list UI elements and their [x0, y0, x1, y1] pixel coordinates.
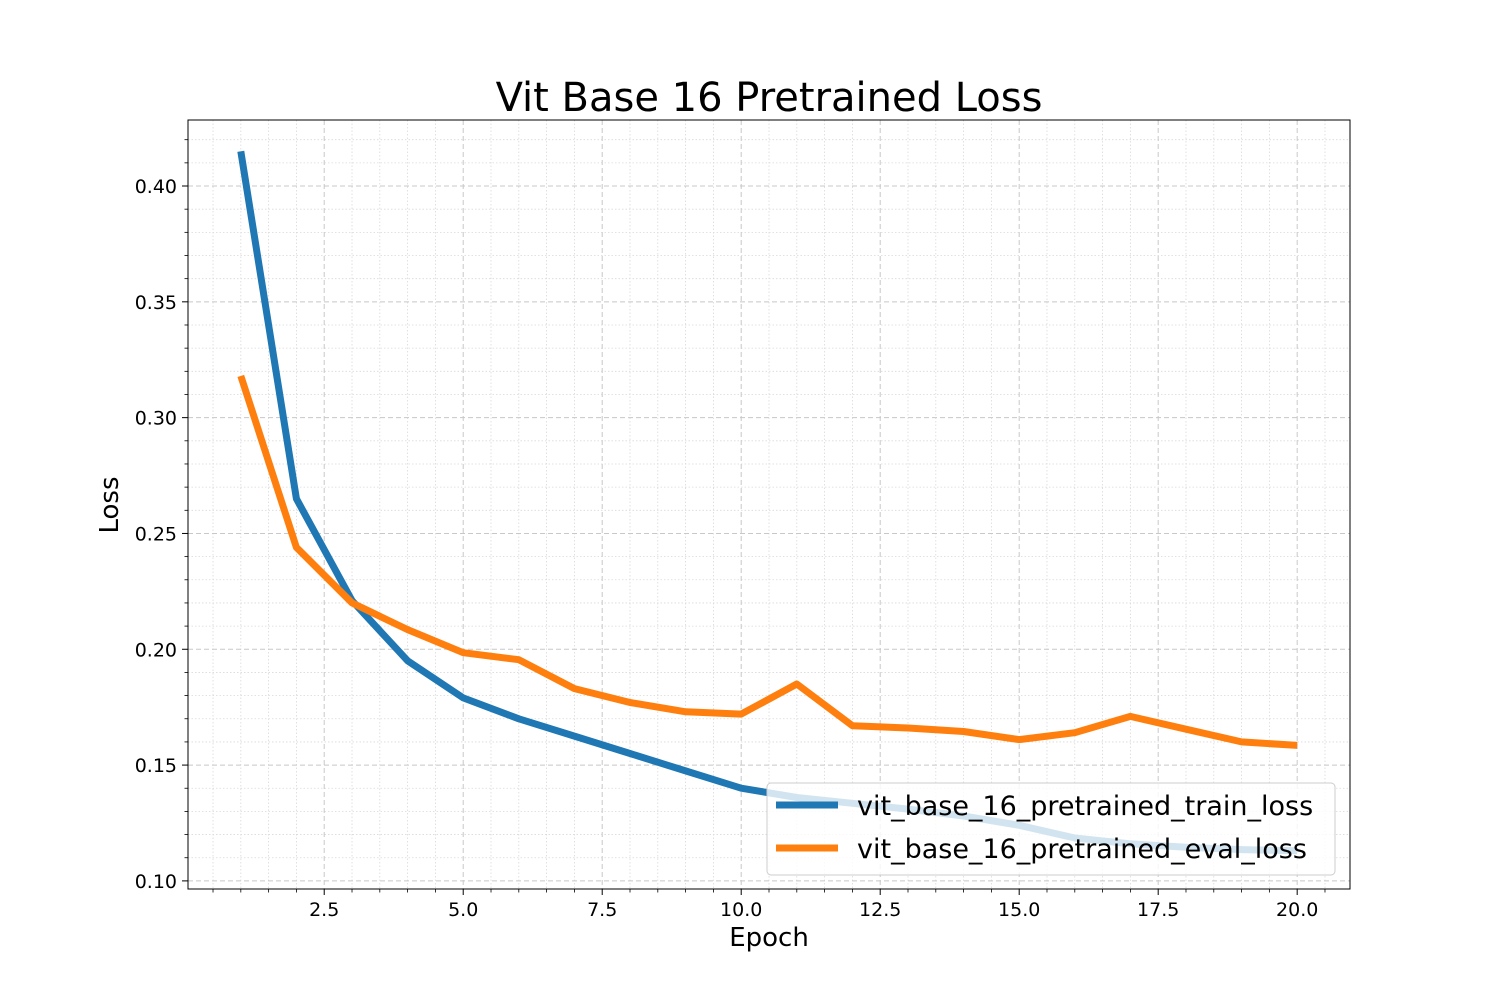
y-tick-label: 0.20 — [135, 639, 177, 661]
x-tick-label: 10.0 — [720, 899, 762, 921]
x-tick-label: 20.0 — [1276, 899, 1318, 921]
legend: vit_base_16_pretrained_train_loss vit_ba… — [766, 782, 1336, 876]
x-tick-label: 5.0 — [448, 899, 478, 921]
y-axis-label: Loss — [95, 476, 125, 533]
x-tick-label: 17.5 — [1137, 899, 1179, 921]
x-tick-label: 7.5 — [587, 899, 617, 921]
x-tick-label: 2.5 — [309, 899, 339, 921]
y-tick-label: 0.10 — [135, 871, 177, 893]
x-tick-label: 12.5 — [859, 899, 901, 921]
y-tick-label: 0.25 — [135, 523, 177, 545]
train-loss-line — [237, 150, 1298, 855]
x-axis-label: Epoch — [729, 923, 809, 953]
y-tick-label: 0.40 — [135, 176, 177, 198]
axis-tick-labels: 2.5 5.0 7.5 10.0 12.5 15.0 17.5 20.0 0.10 0.15 0.2… — [135, 176, 1319, 921]
y-tick-label: 0.35 — [135, 292, 177, 314]
legend-label-train-loss: vit_base_16_pretrained_train_loss — [857, 791, 1313, 822]
y-tick-label: 0.15 — [135, 755, 177, 777]
legend-label-eval-loss: vit_base_16_pretrained_eval_loss — [857, 834, 1307, 865]
eval-loss-line — [237, 374, 1298, 749]
minor-grid — [188, 120, 1350, 889]
plot-area-frame — [187, 119, 1351, 890]
y-tick-label: 0.30 — [135, 408, 177, 430]
x-tick-label: 15.0 — [998, 899, 1040, 921]
series-lines — [237, 150, 1298, 855]
major-grid — [188, 120, 1350, 889]
axis-ticks — [182, 139, 1326, 895]
legend-box — [766, 782, 1336, 876]
chart-title: Vit Base 16 Pretrained Loss — [496, 75, 1043, 121]
